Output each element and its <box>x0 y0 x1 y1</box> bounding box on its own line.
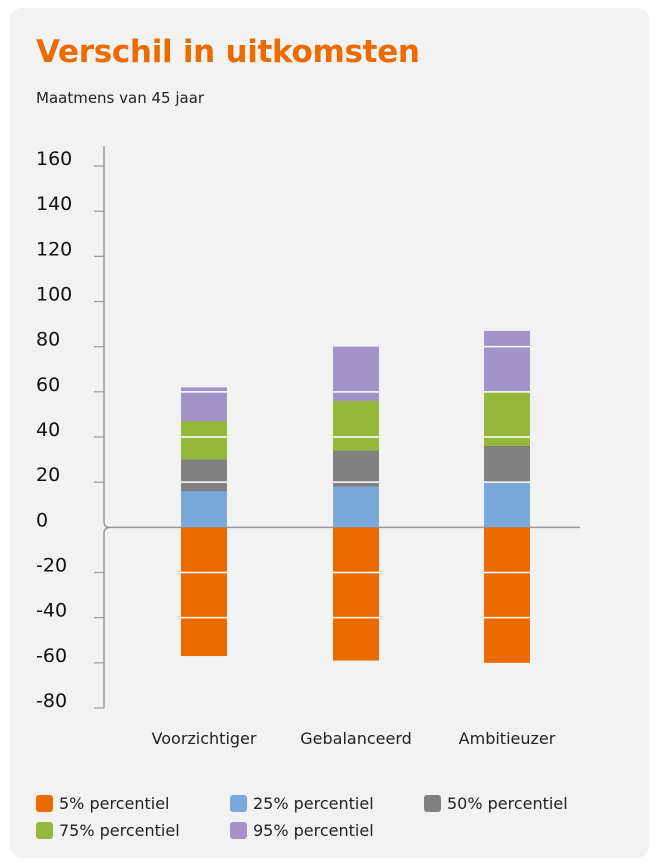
y-tick-label: -60 <box>36 645 67 667</box>
chart-title: Verschil in uitkomsten <box>36 34 420 70</box>
legend-swatch-p5 <box>36 795 53 812</box>
chart-subtitle: Maatmens van 45 jaar <box>36 89 205 107</box>
y-tick-label: 120 <box>36 238 72 260</box>
legend-label-p75: 75% percentiel <box>59 821 180 840</box>
y-tick-label: 140 <box>36 193 72 215</box>
legend-swatch-p75 <box>36 822 53 839</box>
legend-swatch-p50 <box>424 795 441 812</box>
legend-item-p5: 5% percentiel <box>36 794 230 813</box>
legend-swatch-p95 <box>230 822 247 839</box>
legend-label-p25: 25% percentiel <box>253 794 374 813</box>
legend-item-p95: 95% percentiel <box>230 821 424 840</box>
y-tick-label: -40 <box>36 600 67 622</box>
bar-segment-p25 <box>333 486 379 528</box>
bar-segment-p25 <box>484 482 530 528</box>
x-category-label: Gebalanceerd <box>300 729 412 748</box>
bar-segment-p5 <box>484 527 530 663</box>
y-axis-line <box>103 146 111 708</box>
stacked-bar-chart: 160 140 120 100 80 60 40 20 0 -20 -40 -60 -80 Voorzic… <box>36 146 580 748</box>
legend-row-2: 75% percentiel 95% percentiel <box>36 817 636 844</box>
legend-row-1: 5% percentiel 25% percentiel 50% percent… <box>36 790 636 817</box>
y-tick-label: 0 <box>36 509 48 531</box>
y-tick-label: 40 <box>36 419 60 441</box>
legend-label-p95: 95% percentiel <box>253 821 374 840</box>
legend-item-p75: 75% percentiel <box>36 821 230 840</box>
y-tick-label: 60 <box>36 374 60 396</box>
bar-segment-p5 <box>333 527 379 661</box>
bar-segment-p25 <box>181 491 227 528</box>
y-tick-label: 20 <box>36 464 60 486</box>
chart-legend: 5% percentiel 25% percentiel 50% percent… <box>36 790 636 844</box>
legend-swatch-p25 <box>230 795 247 812</box>
y-tick-label: -20 <box>36 555 67 577</box>
legend-label-p50: 50% percentiel <box>447 794 568 813</box>
y-tick-label: 80 <box>36 329 60 351</box>
chart-card <box>10 8 649 858</box>
legend-item-p25: 25% percentiel <box>230 794 424 813</box>
legend-item-p50: 50% percentiel <box>424 794 618 813</box>
legend-label-p5: 5% percentiel <box>59 794 170 813</box>
x-category-label: Voorzichtiger <box>152 729 257 748</box>
y-tick-label: 100 <box>36 284 72 306</box>
y-tick-label: 160 <box>36 148 72 170</box>
x-category-label: Ambitieuzer <box>459 729 556 748</box>
y-tick-label: -80 <box>36 690 67 712</box>
bar-segment-p5 <box>181 527 227 657</box>
